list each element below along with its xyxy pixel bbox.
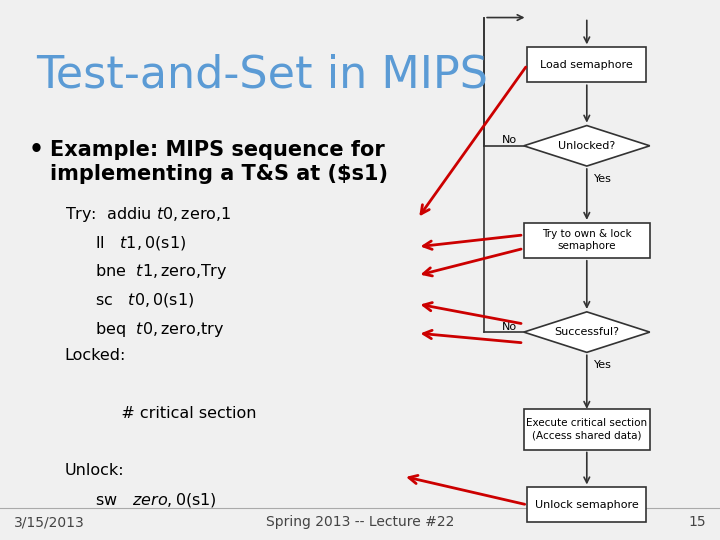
Text: beq  $t0,$zero,try: beq $t0,$zero,try [65, 320, 224, 339]
FancyBboxPatch shape [527, 487, 647, 523]
Text: No: No [501, 136, 516, 145]
Text: Successful?: Successful? [554, 327, 619, 337]
Text: 3/15/2013: 3/15/2013 [14, 515, 85, 529]
Text: Test-and-Set in MIPS: Test-and-Set in MIPS [36, 54, 488, 97]
Text: sc   $t0,0($s1): sc $t0,0($s1) [65, 291, 194, 309]
Text: Yes: Yes [594, 361, 612, 370]
Text: # critical section: # critical section [65, 406, 256, 421]
Text: Unlock:: Unlock: [65, 463, 125, 478]
Text: 15: 15 [688, 515, 706, 529]
FancyBboxPatch shape [523, 222, 649, 258]
Text: Execute critical section
(Access shared data): Execute critical section (Access shared … [526, 418, 647, 440]
Text: •: • [29, 138, 44, 161]
FancyBboxPatch shape [523, 409, 649, 449]
Text: Locked:: Locked: [65, 348, 126, 363]
Text: Unlocked?: Unlocked? [558, 141, 616, 151]
Text: bne  $t1,$zero,Try: bne $t1,$zero,Try [65, 262, 228, 281]
FancyBboxPatch shape [527, 47, 647, 82]
Text: Spring 2013 -- Lecture #22: Spring 2013 -- Lecture #22 [266, 515, 454, 529]
Text: Yes: Yes [594, 174, 612, 184]
Text: No: No [501, 322, 516, 332]
Polygon shape [523, 126, 649, 166]
Text: Load semaphore: Load semaphore [541, 60, 633, 70]
Text: Try:  addiu $t0,$zero,1: Try: addiu $t0,$zero,1 [65, 205, 231, 224]
Text: Try to own & lock
semaphore: Try to own & lock semaphore [542, 230, 631, 251]
Text: Example: MIPS sequence for
implementing a T&S at ($s1): Example: MIPS sequence for implementing … [50, 140, 388, 184]
Polygon shape [523, 312, 649, 352]
Text: Unlock semaphore: Unlock semaphore [535, 500, 639, 510]
Text: sw   $zero,0($s1): sw $zero,0($s1) [65, 491, 217, 509]
Text: ll   $t1,0($s1): ll $t1,0($s1) [65, 234, 186, 252]
